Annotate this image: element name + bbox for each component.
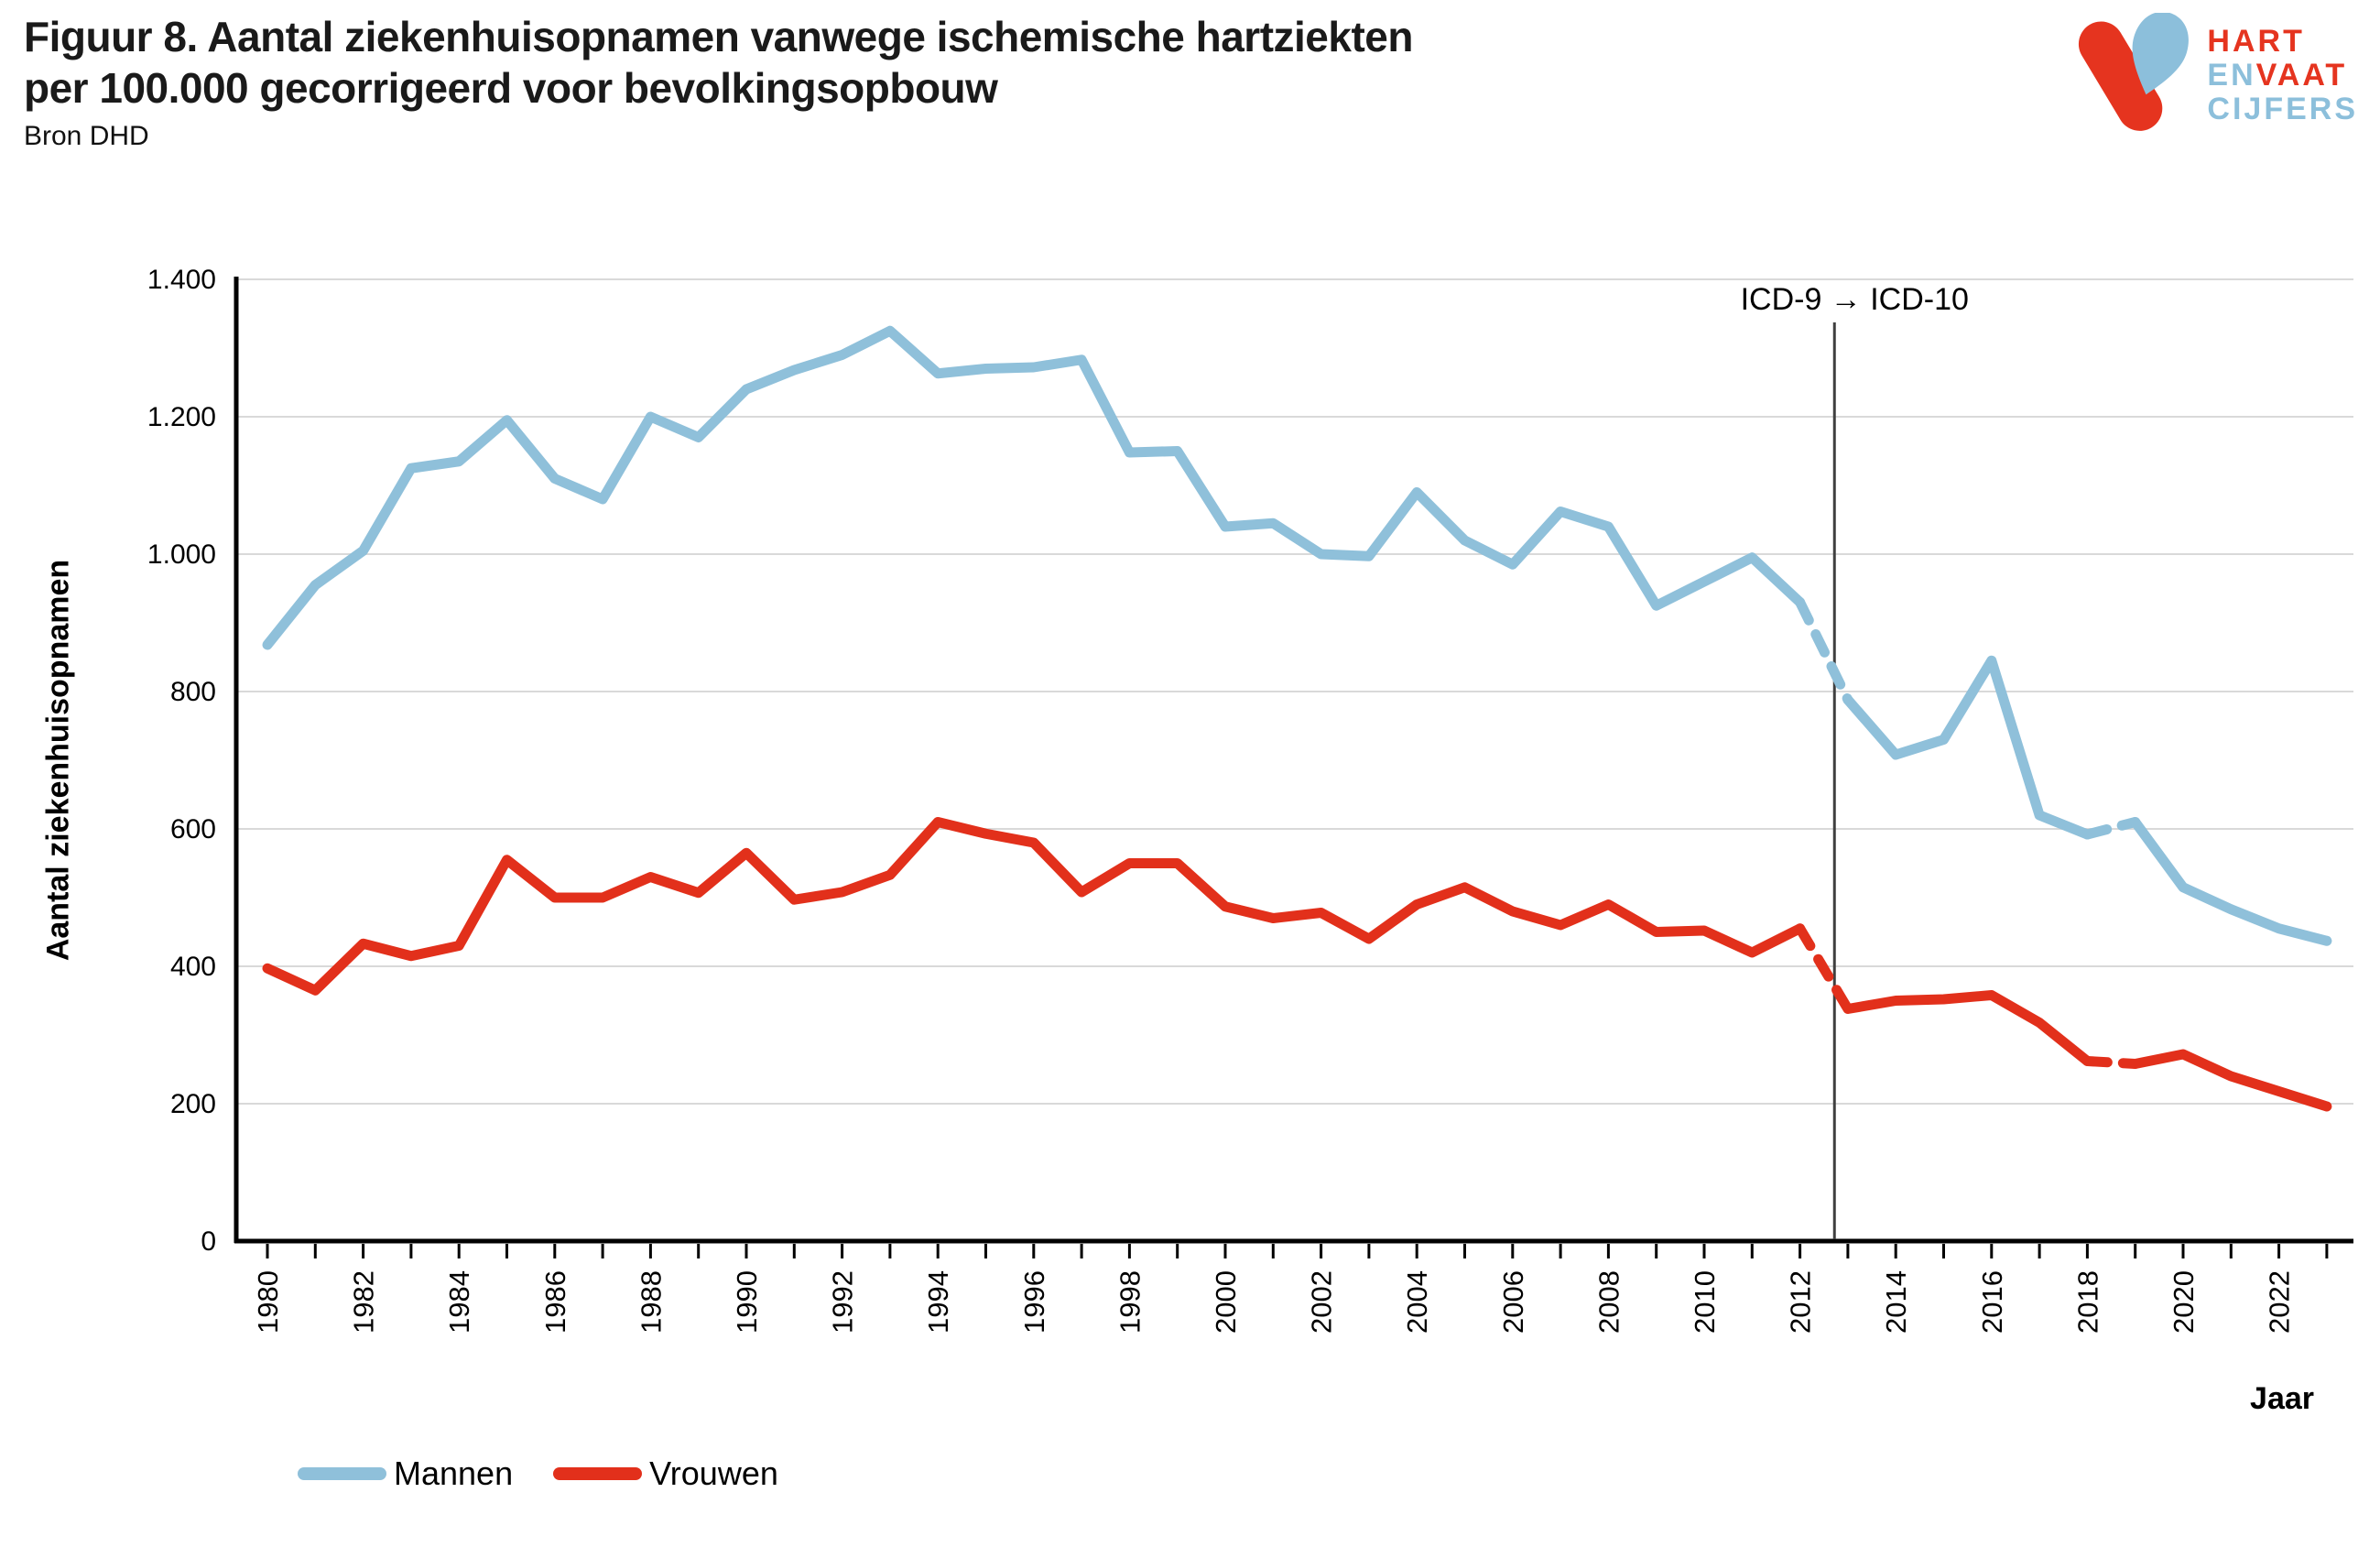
x-tick-label: 1986 — [539, 1270, 571, 1334]
x-tick-label: 1990 — [731, 1270, 763, 1334]
series-line-mannen — [262, 325, 1806, 650]
y-tick-label: 200 — [170, 1089, 216, 1119]
x-tick-label: 1980 — [252, 1270, 284, 1334]
legend-item-vrouwen: Vrouwen — [553, 1454, 778, 1493]
x-tick-label: 2022 — [2264, 1270, 2296, 1334]
series-line-vrouwen — [262, 817, 1806, 996]
figure-title-line2: per 100.000 gecorrigeerd voor bevolkings… — [24, 64, 998, 112]
series-line-mannen-dashed — [2081, 817, 2141, 840]
x-tick-label: 2004 — [1401, 1270, 1433, 1334]
series-line-vrouwen-dashed — [2081, 1056, 2141, 1069]
logo-word-en: EN — [2207, 58, 2256, 93]
heart-vessel-logo-icon — [2077, 11, 2194, 138]
x-tick-label: 2014 — [1880, 1270, 1912, 1334]
x-tick-label: 1992 — [827, 1270, 859, 1334]
x-tick-label: 2020 — [2168, 1270, 2200, 1334]
series-line-mannen — [1842, 655, 2092, 840]
x-tick-label: 2008 — [1592, 1270, 1625, 1334]
logo-word-cijfers: CIJFERS — [2207, 92, 2358, 126]
x-tick-label: 2002 — [1306, 1270, 1338, 1334]
x-tick-label: 1982 — [348, 1270, 380, 1334]
figure-title-line1: Figuur 8. Aantal ziekenhuisopnamen vanwe… — [24, 13, 1413, 60]
y-tick-label: 0 — [201, 1226, 216, 1257]
chart-legend: Mannen Vrouwen — [298, 1454, 778, 1493]
vrouwen-line-swatch-icon — [553, 1467, 643, 1480]
icd-annotation-label: ICD-9 → ICD-10 — [1741, 282, 1969, 317]
x-tick-label: 1988 — [635, 1270, 667, 1334]
source-label: Bron DHD — [24, 121, 149, 151]
x-tick-label: 2012 — [1785, 1270, 1817, 1334]
legend-label-mannen: Mannen — [394, 1454, 514, 1492]
x-tick-label: 2000 — [1210, 1270, 1242, 1334]
y-tick-label: 600 — [170, 814, 216, 844]
y-axis-title: Aantal ziekenhuisopnamen — [40, 559, 76, 962]
y-tick-label: 1.400 — [147, 265, 216, 295]
series-line-vrouwen — [2130, 1049, 2332, 1112]
x-tick-label: 1984 — [443, 1270, 475, 1334]
x-tick-label: 1996 — [1018, 1270, 1050, 1334]
y-tick-label: 400 — [170, 952, 216, 982]
x-tick-label: 1998 — [1114, 1270, 1146, 1334]
logo-wordmark: HART ENVAAT CIJFERS — [2207, 25, 2358, 126]
hartenvaatcijfers-logo: HART ENVAAT CIJFERS — [2077, 11, 2358, 138]
logo-word-vaat: VAAT — [2255, 58, 2348, 93]
x-tick-label: 2016 — [1976, 1270, 2008, 1334]
y-tick-label: 1.000 — [147, 539, 216, 570]
series-line-mannen — [2130, 817, 2332, 946]
mannen-line-swatch-icon — [298, 1467, 386, 1480]
x-tick-label: 2010 — [1689, 1270, 1721, 1334]
series-line-mannen-dashed — [1795, 597, 1853, 705]
legend-item-mannen: Mannen — [298, 1454, 513, 1493]
series-line-vrouwen — [1842, 990, 2092, 1066]
y-tick-label: 800 — [170, 677, 216, 707]
y-tick-label: 1.200 — [147, 402, 216, 432]
legend-label-vrouwen: Vrouwen — [649, 1454, 778, 1492]
logo-word-hart: HART — [2207, 24, 2305, 59]
x-tick-label: 2006 — [1497, 1270, 1529, 1334]
series-line-vrouwen-dashed — [1795, 923, 1853, 1014]
x-tick-label: 2018 — [2071, 1270, 2103, 1334]
x-tick-label: 1994 — [922, 1270, 954, 1334]
x-axis-title: Jaar — [2250, 1381, 2314, 1416]
figure-header: Figuur 8. Aantal ziekenhuisopnamen vanwe… — [24, 11, 1413, 152]
